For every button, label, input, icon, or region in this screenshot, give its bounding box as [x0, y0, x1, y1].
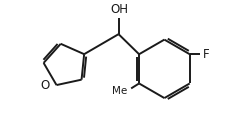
- Text: F: F: [203, 48, 210, 61]
- Text: O: O: [40, 79, 50, 92]
- Text: OH: OH: [111, 3, 129, 16]
- Text: Me: Me: [112, 86, 128, 96]
